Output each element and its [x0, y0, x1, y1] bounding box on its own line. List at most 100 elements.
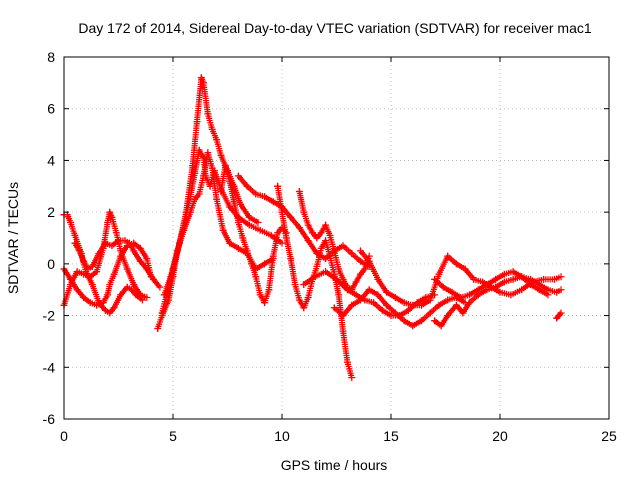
data-point	[300, 304, 308, 312]
data-point	[200, 79, 208, 87]
data-point	[356, 296, 364, 304]
data-point	[452, 301, 460, 309]
data-point	[313, 262, 321, 270]
data-point	[439, 283, 447, 291]
plot-frame	[63, 56, 610, 420]
data-point	[115, 237, 122, 245]
data-point	[352, 291, 360, 299]
data-point	[213, 136, 221, 144]
data-point	[80, 257, 88, 265]
data-point	[73, 286, 81, 294]
data-point	[191, 169, 199, 177]
data-point	[86, 299, 94, 307]
data-point	[287, 255, 295, 263]
data-point	[128, 286, 136, 294]
data-point	[557, 309, 565, 317]
data-point	[492, 275, 500, 283]
data-point	[93, 268, 101, 276]
data-point	[317, 229, 325, 237]
series-trace-i	[234, 172, 373, 270]
x-tick-label: 5	[169, 428, 177, 444]
data-point	[444, 296, 452, 304]
data-point	[136, 244, 144, 252]
data-point	[80, 293, 88, 301]
data-point	[418, 317, 426, 325]
data-point	[378, 306, 386, 314]
data-point	[348, 374, 356, 382]
data-point	[204, 110, 212, 118]
data-point	[200, 172, 208, 180]
data-point	[136, 257, 144, 265]
x-tick-label: 10	[274, 428, 290, 444]
data-point	[108, 213, 116, 221]
data-point	[117, 247, 125, 255]
data-point	[322, 221, 330, 229]
series-trace	[154, 147, 284, 332]
data-point	[500, 270, 508, 278]
data-point	[348, 301, 356, 309]
data-point	[245, 213, 253, 221]
data-point	[448, 288, 456, 296]
data-point	[106, 309, 114, 317]
data-point	[431, 317, 439, 325]
data-series	[60, 74, 565, 382]
data-point	[295, 296, 303, 304]
y-tick-label: 2	[47, 204, 55, 220]
x-axis-label: GPS time / hours	[281, 457, 388, 473]
data-point	[104, 218, 112, 226]
data-point	[374, 291, 382, 299]
data-point	[73, 268, 81, 276]
data-point	[509, 268, 517, 276]
data-point	[136, 291, 144, 299]
data-point	[309, 229, 317, 237]
data-point	[374, 275, 382, 283]
data-point	[322, 268, 330, 276]
data-point	[335, 265, 343, 273]
data-point	[300, 281, 308, 289]
data-point	[130, 281, 138, 289]
data-point	[143, 265, 151, 273]
data-point	[352, 278, 360, 286]
data-point	[226, 177, 234, 185]
data-point	[551, 275, 558, 283]
data-point	[143, 293, 151, 301]
data-point	[479, 278, 487, 286]
data-point	[295, 187, 303, 195]
data-point	[287, 213, 295, 221]
data-point	[274, 229, 282, 237]
data-point	[234, 172, 242, 180]
data-point	[295, 224, 303, 232]
data-point	[269, 198, 277, 206]
data-point	[339, 275, 347, 283]
data-point	[226, 239, 234, 247]
data-point	[404, 306, 412, 314]
data-point	[200, 154, 208, 162]
data-point	[400, 317, 408, 325]
data-point	[326, 252, 334, 260]
data-point	[461, 265, 469, 273]
data-point	[208, 125, 216, 133]
data-point	[343, 286, 351, 294]
data-point	[518, 286, 526, 294]
data-point	[465, 291, 473, 299]
series-trace-o	[431, 273, 565, 330]
data-point	[239, 234, 247, 242]
data-point	[304, 221, 312, 229]
data-point	[509, 275, 517, 283]
data-point	[256, 226, 264, 234]
data-point	[418, 301, 426, 309]
data-point	[269, 252, 277, 260]
data-point	[409, 301, 417, 309]
data-point	[186, 208, 194, 216]
data-point	[326, 231, 334, 239]
y-tick-label: -6	[43, 411, 56, 427]
data-point	[370, 299, 378, 307]
data-point	[217, 187, 225, 195]
data-point	[230, 182, 238, 190]
x-tick-label: 25	[601, 428, 617, 444]
data-point	[125, 239, 133, 247]
series-trace-p	[431, 268, 552, 301]
data-point	[121, 237, 129, 245]
data-point	[330, 247, 338, 255]
data-point	[507, 291, 515, 299]
